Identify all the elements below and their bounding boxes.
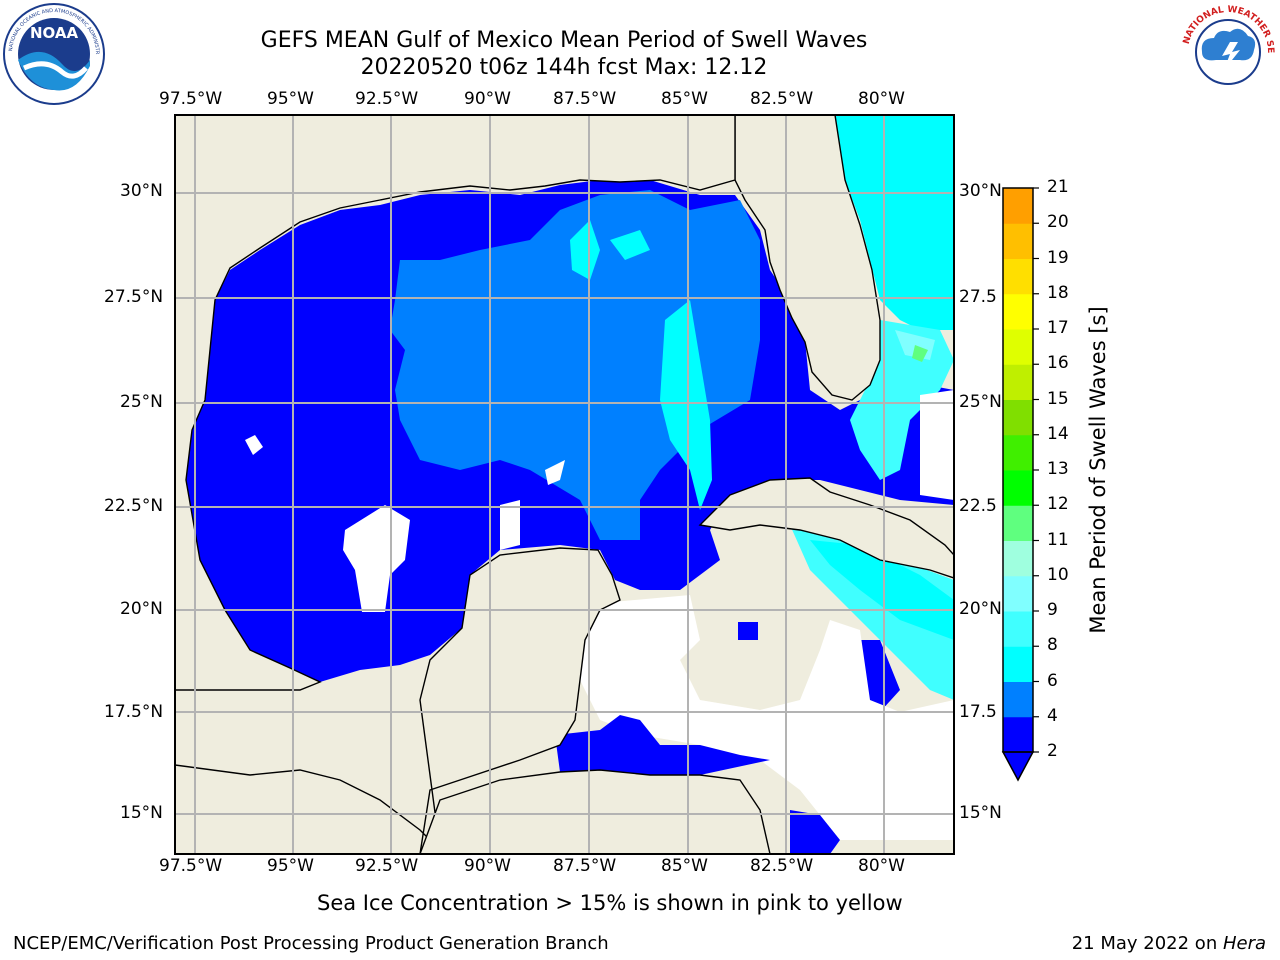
map-title-line2: 20220520 t06z 144h fcst Max: 12.12 <box>360 55 768 80</box>
lon-label: 97.5°W <box>159 89 223 109</box>
graticule <box>175 115 954 854</box>
map-frame <box>174 114 955 855</box>
lon-label: 97.5°W <box>159 856 223 876</box>
lon-label: 82.5°W <box>750 89 814 109</box>
colorbar-segment <box>1003 399 1033 436</box>
lat-label: 15°N <box>120 803 163 823</box>
lon-label: 87.5°W <box>553 89 617 109</box>
lat-label: 27.5°N <box>104 287 164 307</box>
colorbar-tick-label: 16 <box>1047 353 1069 374</box>
colorbar-segment <box>1003 258 1033 295</box>
colorbar <box>995 180 1055 790</box>
map-svg <box>174 114 955 855</box>
noaa-logo-text: NOAA <box>30 24 79 42</box>
footer-date: 21 May 2022 on Hera <box>1072 933 1266 954</box>
lon-label: 92.5°W <box>355 856 419 876</box>
florida-land <box>734 115 881 401</box>
colorbar-tick-label: 18 <box>1047 282 1069 303</box>
colorbar-tick-label: 13 <box>1047 459 1069 479</box>
colorbar-segment <box>1003 611 1033 647</box>
footer-credit: NCEP/EMC/Verification Post Processing Pr… <box>13 933 609 954</box>
lat-label: 22.5 <box>959 496 997 516</box>
colorbar-tick-label: 17 <box>1047 318 1069 338</box>
lon-label: 85°W <box>661 856 708 876</box>
lon-label: 85°W <box>661 89 708 109</box>
colorbar-segment <box>1003 223 1033 259</box>
colorbar-segment <box>1003 575 1033 612</box>
lon-label: 82.5°W <box>750 856 814 876</box>
colorbar-svg <box>1001 187 1039 782</box>
lat-label: 30°N <box>120 181 163 201</box>
colorbar-segment <box>1003 364 1033 400</box>
colorbar-tick-label: 21 <box>1047 177 1069 197</box>
colorbar-tick-label: 2 <box>1047 741 1058 761</box>
yucatan-land <box>175 547 621 854</box>
colorbar-segment <box>1003 434 1033 471</box>
gulf-coast-land <box>175 115 736 691</box>
colorbar-tick-label: 6 <box>1047 670 1058 691</box>
lon-label: 80°W <box>858 89 905 109</box>
colorbar-tick-label: 11 <box>1047 529 1069 550</box>
colorbar-tick-label: 15 <box>1047 388 1069 409</box>
colorbar-segment <box>1003 681 1033 718</box>
lat-label: 30°N <box>959 181 1002 201</box>
lat-label: 25°N <box>959 392 1002 412</box>
gulf-swell-field-4-6s <box>390 190 760 540</box>
lon-label: 90°W <box>464 856 511 876</box>
sea-ice-note: Sea Ice Concentration > 15% is shown in … <box>317 891 903 915</box>
noaa-logo: NOAA NATIONAL OCEANIC AND ATMOSPHERIC AD… <box>0 0 106 106</box>
colorbar-segment <box>1003 716 1033 753</box>
colorbar-tick-label: 12 <box>1047 494 1069 515</box>
map-title-line1: GEFS MEAN Gulf of Mexico Mean Period of … <box>260 28 868 53</box>
lat-label: 27.5 <box>959 287 997 307</box>
lat-label: 17.5°N <box>104 702 164 722</box>
lon-label: 95°W <box>267 856 314 876</box>
caribbean-swell-field <box>790 525 954 700</box>
colorbar-segment <box>1003 505 1033 541</box>
colorbar-segment <box>1003 470 1033 506</box>
lat-label: 20°N <box>120 599 163 619</box>
colorbar-tick-label: 8 <box>1047 635 1058 656</box>
lon-label: 90°W <box>464 89 511 109</box>
colorbar-segment <box>1003 188 1033 224</box>
lon-label: 95°W <box>267 89 314 109</box>
colorbar-segment <box>1003 540 1033 577</box>
colorbar-extend-min <box>1001 751 1035 782</box>
colorbar-tick-label: 14 <box>1047 423 1069 444</box>
lon-label: 92.5°W <box>355 89 419 109</box>
colorbar-tick-label: 4 <box>1047 705 1058 726</box>
colorbar-segment <box>1003 329 1033 365</box>
footer-machine: Hera <box>1222 933 1266 954</box>
lat-label: 20°N <box>959 599 1002 619</box>
gulf-swell-field-6-8s <box>660 300 712 510</box>
colorbar-tick-label: 9 <box>1047 600 1058 620</box>
colorbar-segment <box>1003 293 1033 330</box>
central-america-land <box>419 769 771 854</box>
nws-logo: NATIONAL WEATHER SERVICE <box>1175 0 1278 102</box>
lat-label: 25°N <box>120 392 163 412</box>
lon-label: 80°W <box>858 856 905 876</box>
colorbar-segment <box>1003 646 1033 682</box>
footer-date-text: 21 May 2022 on <box>1071 933 1223 954</box>
no-data-patch <box>343 505 410 612</box>
lon-label: 87.5°W <box>553 856 617 876</box>
lat-label: 17.5 <box>959 702 997 722</box>
colorbar-label: Mean Period of Swell Waves [s] <box>1086 306 1110 634</box>
atlantic-swell-field <box>835 115 954 330</box>
colorbar-tick-label: 10 <box>1047 564 1069 585</box>
colorbar-tick-label: 19 <box>1047 247 1069 268</box>
lat-label: 15°N <box>959 803 1002 823</box>
lat-label: 22.5°N <box>104 496 164 516</box>
colorbar-tick-label: 20 <box>1047 212 1069 233</box>
